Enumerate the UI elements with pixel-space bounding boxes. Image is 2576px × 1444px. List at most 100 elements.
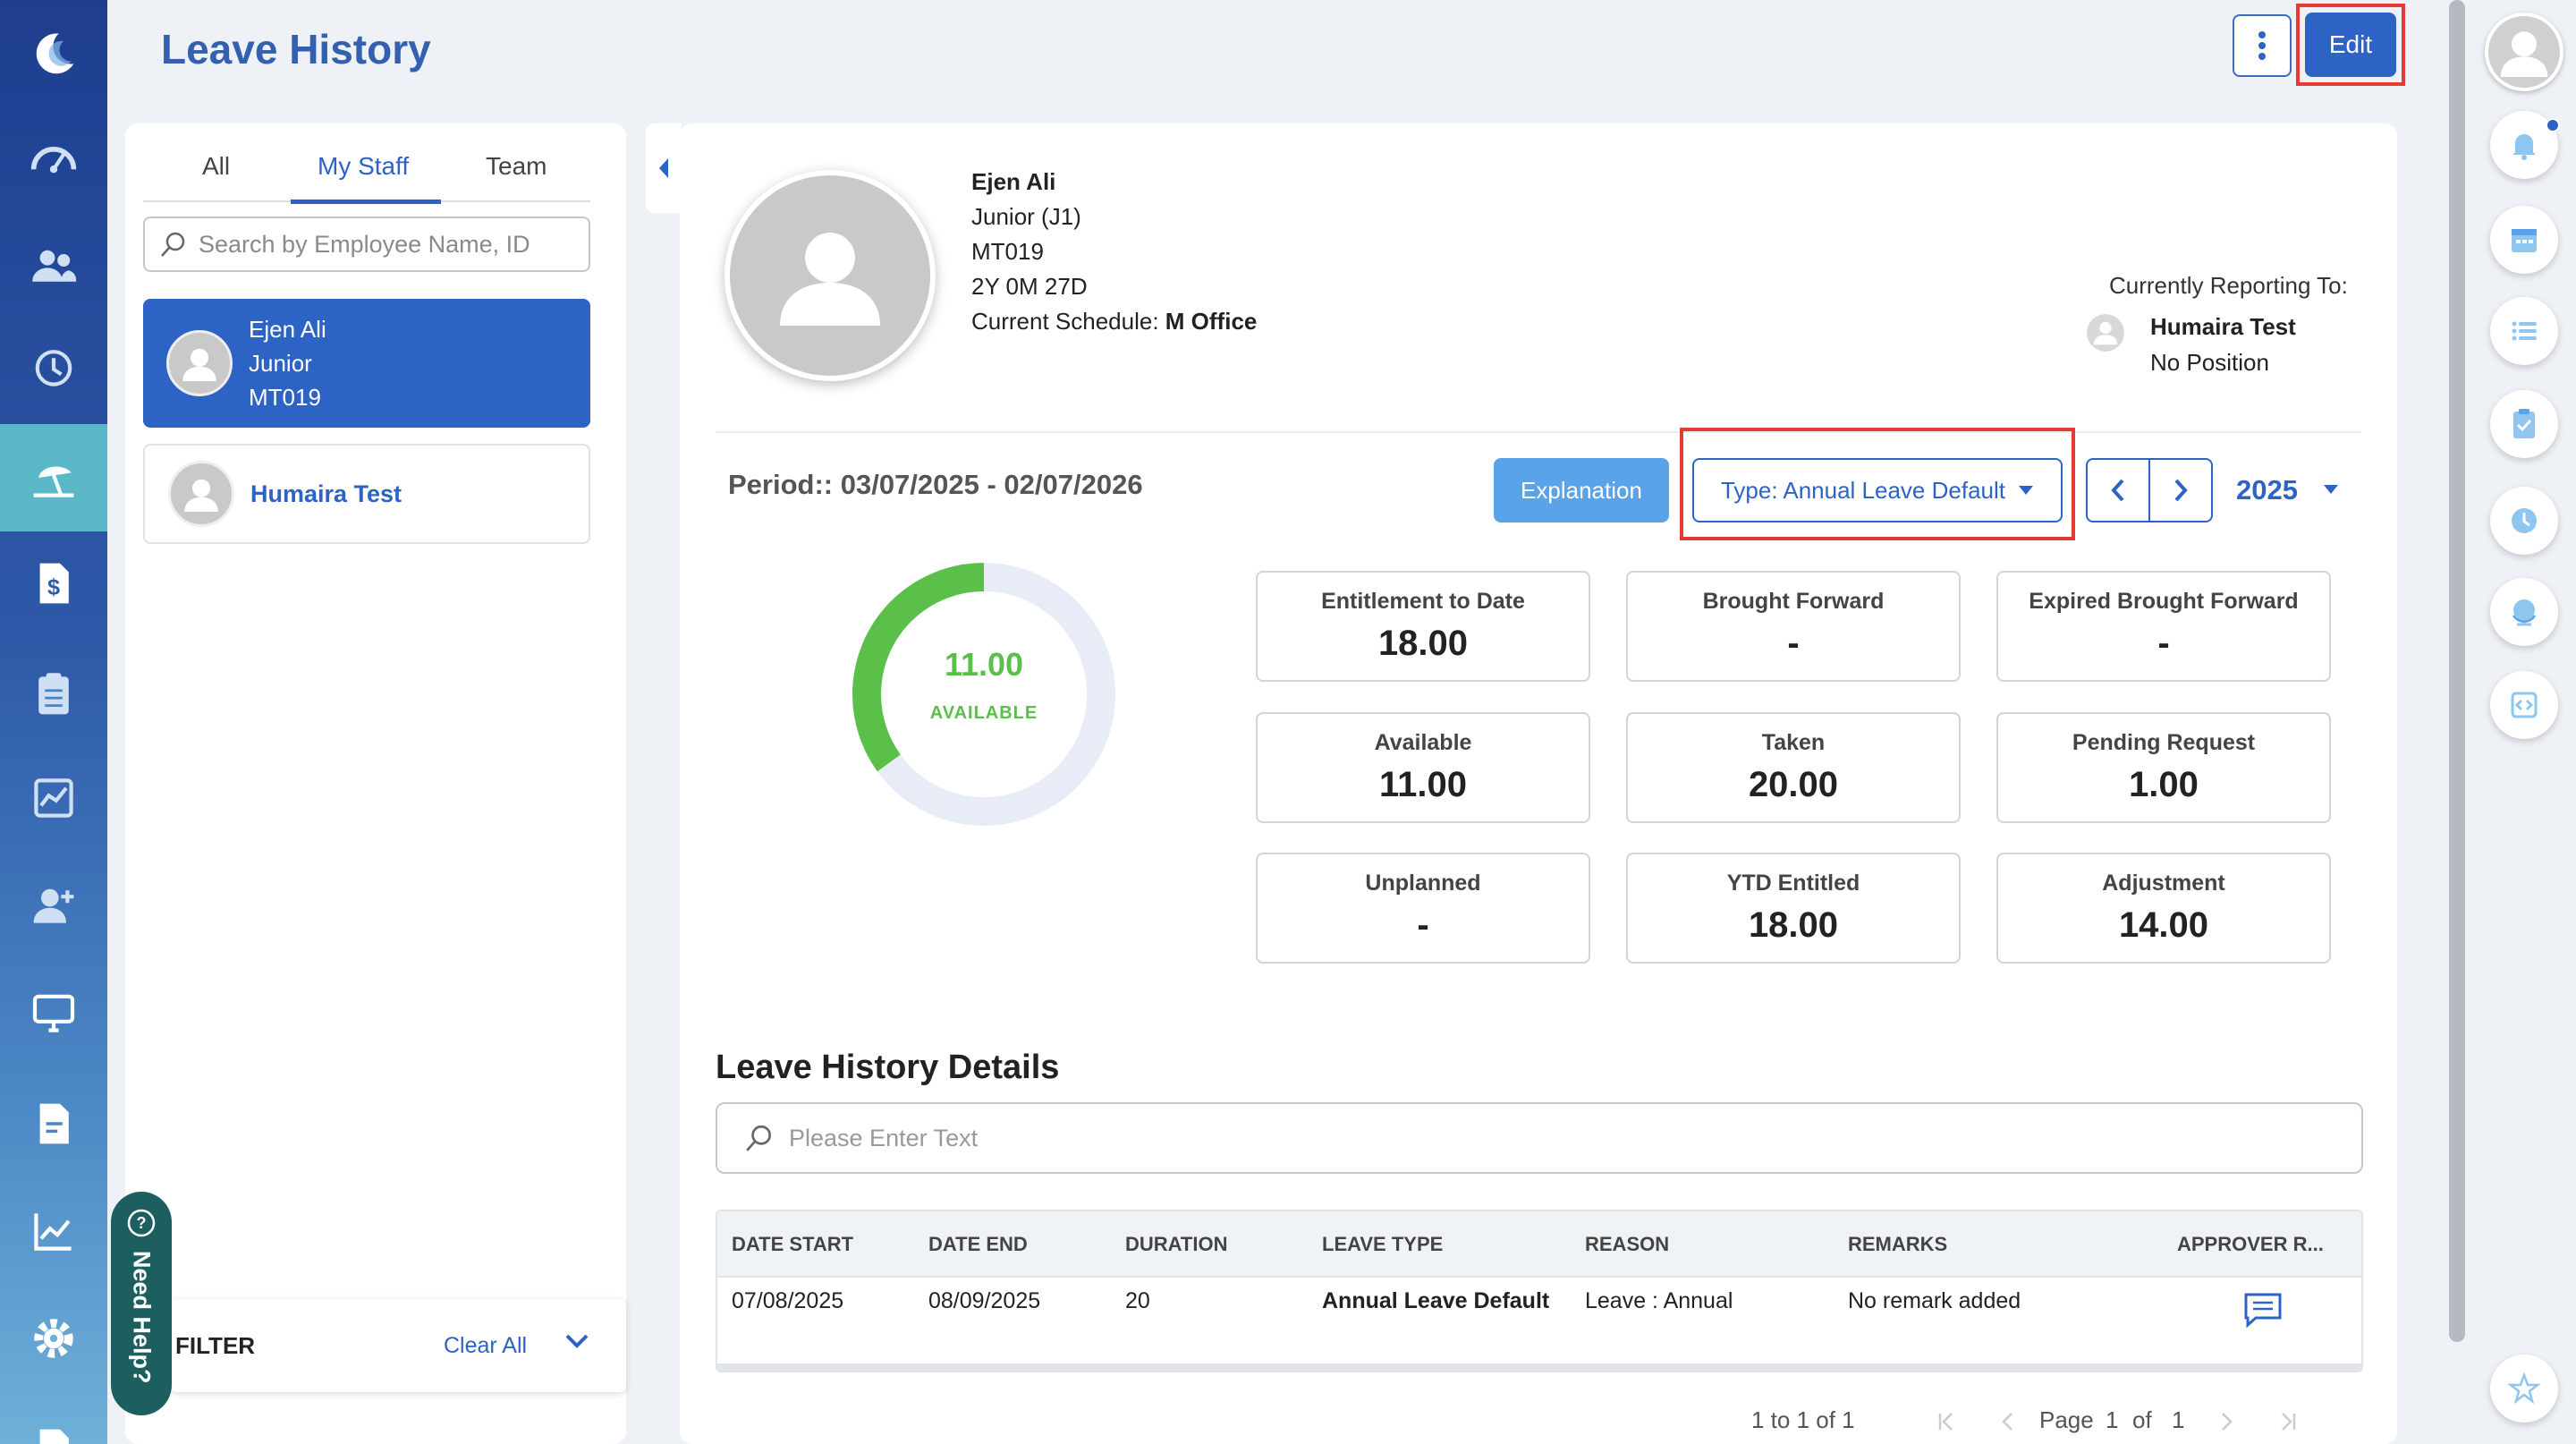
monitor-icon[interactable] [0,959,107,1066]
clock-icon [2512,508,2537,533]
column-duration[interactable]: DURATION [1125,1233,1228,1255]
column-date-end[interactable]: DATE END [928,1233,1028,1255]
explanation-button[interactable]: Explanation [1494,458,1669,522]
globe-button[interactable] [2490,578,2558,646]
collapse-panel-button[interactable] [646,123,682,213]
chevron-left-icon [2111,479,2124,502]
comment-icon[interactable] [2243,1292,2283,1328]
cell-date-end: 08/09/2025 [928,1288,1041,1313]
kebab-menu-icon [2258,31,2266,60]
history-clock-icon[interactable] [0,313,107,420]
svg-text:$: $ [47,575,60,600]
reporting-to-position: No Position [2150,349,2269,376]
stat-pending-request: Pending Request 1.00 [1996,712,2331,823]
leave-beach-icon[interactable] [0,424,107,531]
tab-all[interactable]: All [202,152,231,180]
last-page-icon[interactable] [2275,1410,2299,1433]
table-header: DATE START DATE END DURATION LEAVE TYPE … [717,1211,2361,1278]
column-leave-type[interactable]: LEAVE TYPE [1322,1233,1444,1255]
user-avatar[interactable] [2485,13,2563,91]
stat-entitlement-to-date: Entitlement to Date 18.00 [1256,571,1590,682]
cell-leave-type: Annual Leave Default [1322,1288,1550,1313]
clear-all-link[interactable]: Clear All [444,1332,528,1358]
edit-highlight-box [2296,4,2405,86]
stat-value: 18.00 [1377,624,1469,663]
previous-year-button[interactable] [2086,458,2150,522]
edit-button[interactable]: Edit [2305,13,2396,77]
chevron-down-icon[interactable] [564,1331,590,1351]
avatar [166,330,233,396]
year-selector[interactable]: 2025 [2236,474,2298,505]
add-user-icon[interactable] [0,852,107,959]
leave-type-dropdown[interactable]: Type: Annual Leave Default [1692,458,2063,522]
of-label: of [2132,1406,2152,1433]
stat-label: Available [1374,730,1472,755]
analytics-line-icon[interactable] [0,1177,107,1285]
more-options-button[interactable] [2233,14,2292,77]
schedule-label: Current Schedule: [971,308,1159,335]
table-horizontal-scrollbar[interactable] [717,1363,2361,1371]
calendar-button[interactable] [2490,206,2558,274]
time-button[interactable] [2490,487,2558,555]
clipboard-check-icon [2513,409,2535,438]
code-button[interactable] [2490,671,2558,739]
star-icon [2507,1372,2541,1405]
stat-value: 20.00 [1748,765,1839,804]
stat-value: - [2157,624,2170,663]
tasks-button[interactable] [2490,390,2558,458]
stat-label: Pending Request [2072,730,2256,755]
details-search-placeholder: Please Enter Text [789,1124,979,1151]
settings-gear-icon[interactable] [0,1285,107,1392]
column-approver-remarks[interactable]: APPROVER R... [2177,1233,2324,1255]
column-remarks[interactable]: REMARKS [1848,1233,1948,1255]
staff-item-selected[interactable]: Ejen Ali Junior MT019 [143,299,590,428]
stat-label: YTD Entitled [1726,871,1860,896]
profile-name: Ejen Ali [971,168,1056,195]
profile-tenure: 2Y 0M 27D [971,273,1088,300]
staff-people-icon[interactable] [0,213,107,320]
first-page-icon[interactable] [1936,1410,1959,1433]
list-button[interactable] [2490,297,2558,365]
notifications-bell-button[interactable] [2490,111,2558,179]
previous-page-icon[interactable] [1996,1410,2020,1433]
active-tab-indicator [291,200,441,204]
stat-available: Available 11.00 [1256,712,1590,823]
stat-value: - [1417,905,1429,945]
stat-label: Unplanned [1365,871,1481,896]
reporting-avatar-icon [2087,314,2124,352]
tab-my-staff[interactable]: My Staff [318,152,410,180]
next-year-button[interactable] [2148,458,2213,522]
available-label: AVAILABLE [929,703,1038,723]
reports-chart-icon[interactable] [0,744,107,852]
need-help-button[interactable]: ? Need Help? [111,1192,172,1415]
claims-dollar-icon[interactable]: $ [0,530,107,637]
column-reason[interactable]: REASON [1585,1233,1670,1255]
page-scrollbar[interactable] [2449,0,2465,1342]
stat-value: - [1787,624,1800,663]
year-caret-down-icon[interactable] [2322,483,2340,496]
staff-item[interactable]: Humaira Test [143,444,590,544]
app-logo-moon-icon[interactable] [0,0,107,107]
tab-team[interactable]: Team [486,152,547,180]
stat-label: Expired Brought Forward [2029,589,2299,614]
file-icon[interactable] [0,1396,107,1444]
details-search-input[interactable]: Please Enter Text [716,1102,2363,1174]
total-pages: 1 [2172,1406,2185,1433]
employee-search-input[interactable]: Search by Employee Name, ID [143,217,590,272]
stat-brought-forward: Brought Forward - [1626,571,1961,682]
staff-id: MT019 [249,384,321,411]
caret-left-icon [659,158,668,178]
period-label: Period:: 03/07/2025 - 02/07/2026 [728,469,1143,500]
profile-info: Ejen Ali Junior (J1) MT019 2Y 0M 27D Cur… [971,165,1257,339]
need-help-label: Need Help? [128,1251,156,1384]
dashboard-gauge-icon[interactable] [0,106,107,213]
document-icon[interactable] [0,1070,107,1177]
column-date-start[interactable]: DATE START [732,1233,854,1255]
stat-label: Entitlement to Date [1321,589,1525,614]
next-page-icon[interactable] [2215,1410,2238,1433]
search-icon [746,1125,772,1151]
help-question-icon: ? [127,1209,156,1237]
available-value: 11.00 [944,646,1024,683]
favorites-button[interactable] [2490,1355,2558,1423]
clipboard-icon[interactable] [0,641,107,748]
